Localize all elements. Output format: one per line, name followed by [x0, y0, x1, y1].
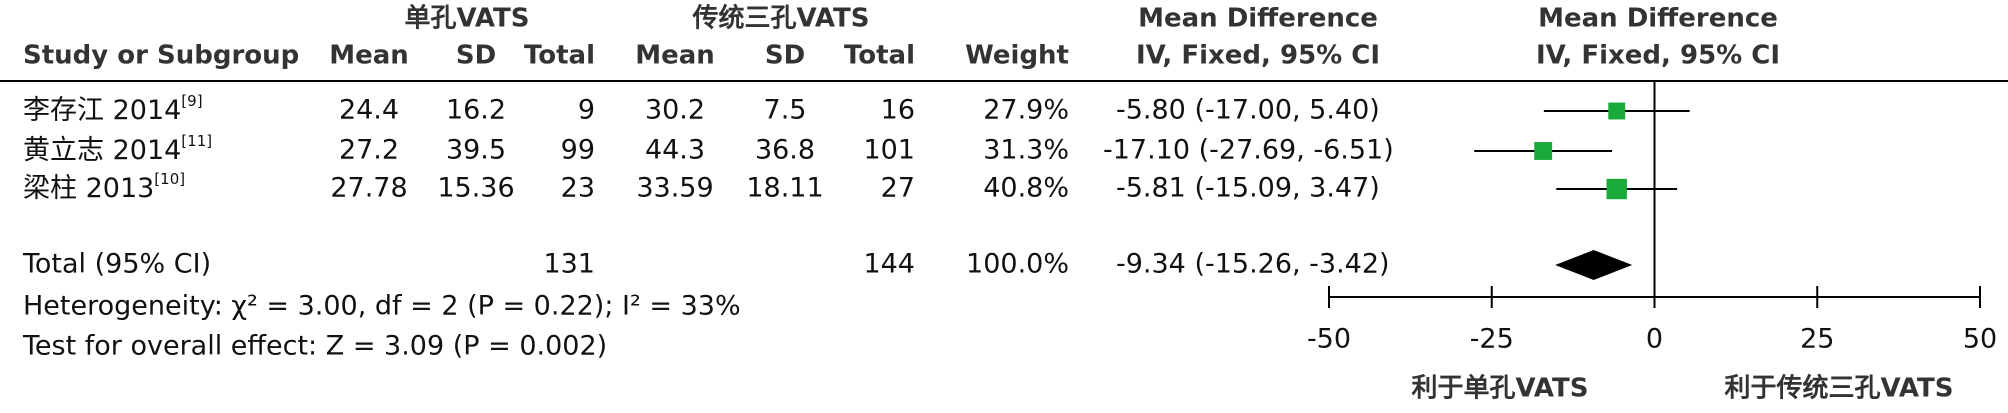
- ctrl-cell: 27: [881, 173, 915, 204]
- study-square: [1608, 102, 1626, 120]
- column-header: Total: [524, 41, 595, 71]
- overall-effect: Test for overall effect: Z = 3.09 (P = 0…: [22, 331, 607, 362]
- total-name: Total (95% CI): [22, 249, 211, 280]
- column-header: SD: [765, 41, 805, 71]
- study-name: 黄立志 2014: [23, 135, 181, 166]
- x-tick-label: 50: [1963, 324, 1997, 355]
- exp-cell: 39.5: [446, 135, 506, 166]
- study-square: [1606, 178, 1627, 200]
- exp-cell: 99: [561, 135, 595, 166]
- ctrl-cell: 16: [881, 95, 915, 126]
- total-ctrl: 144: [863, 249, 915, 280]
- ctrl-cell: 30.2: [645, 95, 705, 126]
- study-name: 李存江 2014: [23, 95, 181, 126]
- exp-cell: 27.2: [339, 135, 399, 166]
- study-ref: [9]: [181, 92, 202, 110]
- study-square: [1534, 142, 1553, 160]
- plot-header: IV, Fixed, 95% CI: [1536, 41, 1780, 71]
- weight-cell: 27.9%: [983, 95, 1069, 126]
- ctrl-cell: 18.11: [746, 173, 823, 204]
- study-name: 梁柱 2013[10]: [23, 170, 185, 204]
- study-name: 李存江 2014[9]: [23, 92, 203, 126]
- weight-cell: 31.3%: [983, 135, 1069, 166]
- column-header: Total: [844, 41, 915, 71]
- ctrl-cell: 36.8: [755, 135, 815, 166]
- total-diamond: [1555, 250, 1633, 280]
- study-name: 梁柱 2013: [23, 173, 154, 204]
- total-ci: -9.34 (-15.26, -3.42): [1116, 249, 1390, 280]
- ci-cell: -5.81 (-15.09, 3.47): [1116, 173, 1380, 204]
- exp-cell: 9: [578, 95, 595, 126]
- ctrl-cell: 33.59: [636, 173, 713, 204]
- exp-cell: 15.36: [437, 173, 514, 204]
- ctrl-cell: 7.5: [764, 95, 807, 126]
- group-header: 传统三孔VATS: [692, 3, 870, 34]
- effect-header: IV, Fixed, 95% CI: [1136, 41, 1380, 71]
- column-header: Weight: [965, 41, 1069, 71]
- x-tick-label: -50: [1307, 324, 1351, 355]
- ctrl-cell: 44.3: [645, 135, 705, 166]
- column-header: SD: [456, 41, 496, 71]
- exp-cell: 23: [561, 173, 595, 204]
- weight-cell: 40.8%: [983, 173, 1069, 204]
- plot-header: Mean Difference: [1538, 4, 1778, 34]
- favors-label: 利于单孔VATS: [1412, 374, 1589, 404]
- x-tick-label: 0: [1646, 324, 1663, 355]
- column-header: Mean: [329, 41, 409, 71]
- ctrl-cell: 101: [863, 135, 915, 166]
- x-tick-label: 25: [1800, 324, 1834, 355]
- ci-cell: -17.10 (-27.69, -6.51): [1103, 135, 1394, 166]
- total-weight: 100.0%: [966, 249, 1069, 280]
- ci-cell: -5.80 (-17.00, 5.40): [1116, 95, 1380, 126]
- heterogeneity: Heterogeneity: χ² = 3.00, df = 2 (P = 0.…: [23, 291, 741, 322]
- column-header: Study or Subgroup: [23, 41, 299, 71]
- total-exp: 131: [543, 249, 595, 280]
- study-name: 黄立志 2014[11]: [23, 132, 212, 166]
- exp-cell: 16.2: [446, 95, 506, 126]
- study-ref: [10]: [154, 170, 185, 188]
- column-header: Mean: [635, 41, 715, 71]
- group-header: 单孔VATS: [405, 4, 530, 34]
- exp-cell: 24.4: [339, 95, 399, 126]
- exp-cell: 27.78: [330, 173, 407, 204]
- favors-label: 利于传统三孔VATS: [1725, 373, 1954, 404]
- effect-header: Mean Difference: [1138, 4, 1378, 34]
- study-ref: [11]: [181, 132, 212, 150]
- x-tick-label: -25: [1470, 324, 1514, 355]
